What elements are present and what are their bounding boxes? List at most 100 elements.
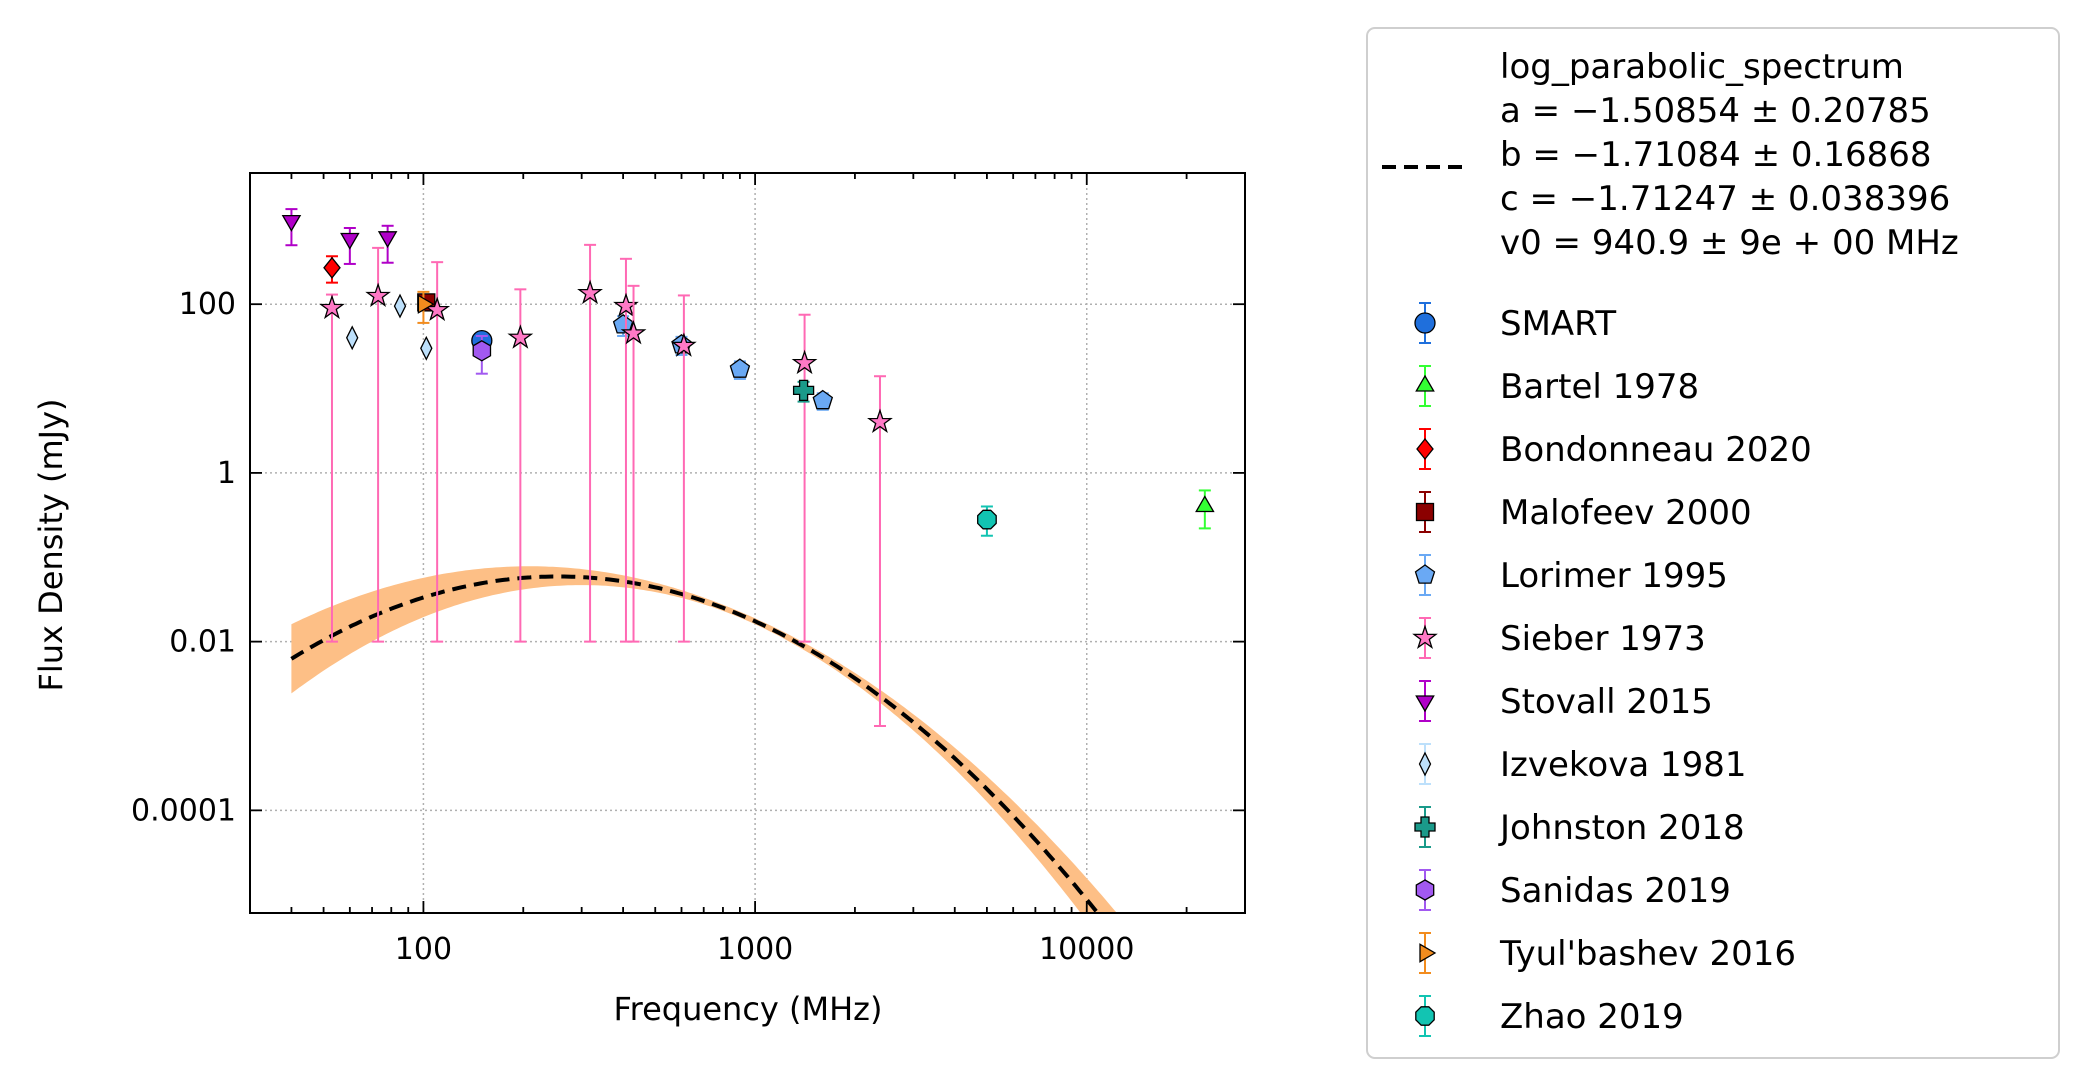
series-izvekova-1981 <box>345 293 433 361</box>
series-johnston-2018 <box>792 379 815 403</box>
legend-marker <box>1414 312 1436 334</box>
fit-uncertainty-band <box>291 566 1117 913</box>
legend-label: Sanidas 2019 <box>1500 871 1731 911</box>
x-tick-label: 1000 <box>717 932 793 967</box>
y-axis-title: Flux Density (mJy) <box>32 398 70 691</box>
axes: 100 1000 10000 0.0001 0.01 1 100 <box>131 172 1246 967</box>
error-bar <box>514 288 527 643</box>
data-point <box>792 379 815 402</box>
error-bar <box>677 294 690 643</box>
plot-frame <box>249 172 1246 914</box>
x-tick-label: 10000 <box>1039 932 1134 967</box>
error-bar <box>798 313 811 643</box>
data-point <box>377 231 398 249</box>
error-bar <box>372 246 385 643</box>
data-point <box>281 214 302 232</box>
legend-entry: SMART <box>1414 302 1616 344</box>
data-point <box>393 293 407 319</box>
legend-entry: Bartel 1978 <box>1415 365 1699 407</box>
series-sanidas-2019 <box>472 334 492 375</box>
data-point <box>977 509 997 530</box>
x-axis-title: Frequency (MHz) <box>614 990 883 1028</box>
legend-fit-text: b = −1.71084 ± 0.16868 <box>1500 135 1931 175</box>
legend-entry: Izvekova 1981 <box>1418 743 1746 785</box>
data-point <box>671 332 697 357</box>
legend-marker <box>1412 624 1438 649</box>
x-tick-label: 100 <box>395 932 452 967</box>
legend-fit-text: log_parabolic_spectrum <box>1500 47 1904 87</box>
error-bar <box>627 284 640 643</box>
data-point <box>345 325 359 351</box>
legend-entry: Stovall 2015 <box>1415 680 1713 722</box>
legend-marker <box>1415 1006 1435 1026</box>
legend-marker <box>1414 816 1436 838</box>
legend-marker <box>1419 943 1437 963</box>
legend-label: Izvekova 1981 <box>1500 745 1746 785</box>
y-tick-label: 1 <box>217 456 236 491</box>
data-point <box>812 389 834 410</box>
legend-marker <box>1415 502 1435 522</box>
data-point <box>791 349 818 375</box>
legend-label: Lorimer 1995 <box>1500 556 1728 596</box>
legend-fit-text: c = −1.71247 ± 0.038396 <box>1500 179 1950 219</box>
error-bar <box>584 243 597 643</box>
y-tick-label: 0.01 <box>169 625 236 660</box>
series-stovall-2015 <box>281 208 398 265</box>
data-point <box>323 256 341 279</box>
legend-label: Bartel 1978 <box>1500 367 1699 407</box>
data-point <box>507 324 534 349</box>
series-tyul-bashev-2016 <box>417 290 435 324</box>
legend-entry: Sieber 1973 <box>1412 617 1706 659</box>
legend-entry: Bondonneau 2020 <box>1416 428 1812 470</box>
data-point <box>729 358 751 378</box>
legend-marker <box>1418 751 1432 777</box>
series-bondonneau-2020 <box>323 255 341 284</box>
legend-label: Zhao 2019 <box>1500 997 1684 1037</box>
y-tick-label: 0.0001 <box>131 793 236 828</box>
legend-marker <box>1415 374 1435 392</box>
error-bar <box>873 375 886 727</box>
y-tick-label: 100 <box>179 287 236 322</box>
data-point <box>319 294 345 320</box>
legend-label: Stovall 2015 <box>1500 682 1713 722</box>
legend-entry: Zhao 2019 <box>1415 995 1684 1037</box>
legend-label: Malofeev 2000 <box>1500 493 1752 533</box>
data-point <box>1195 495 1215 513</box>
legend-marker <box>1415 695 1435 713</box>
plot-content <box>250 173 1245 913</box>
legend-label: Sieber 1973 <box>1500 619 1706 659</box>
legend-label: Tyul'bashev 2016 <box>1499 934 1796 974</box>
fit-line <box>290 574 1101 913</box>
legend-fit-text: v0 = 940.9 ± 9e + 00 MHz <box>1500 223 1959 263</box>
data-point <box>420 335 433 361</box>
legend-marker <box>1414 564 1436 584</box>
data-point <box>340 232 360 250</box>
data-point <box>417 294 435 314</box>
data-point <box>612 313 634 334</box>
legend-entry: Johnston 2018 <box>1414 806 1745 848</box>
legend-marker <box>1416 437 1434 461</box>
series-bartel-1978 <box>1195 489 1215 530</box>
legend-entry: Malofeev 2000 <box>1415 491 1752 533</box>
plot-area <box>250 173 1245 913</box>
series-sieber-1973 <box>319 243 893 727</box>
legend-label: SMART <box>1500 304 1616 344</box>
error-bar <box>325 293 338 643</box>
data-point <box>620 319 647 345</box>
data-point <box>472 340 492 362</box>
legend-entry: Sanidas 2019 <box>1415 869 1731 911</box>
series-zhao-2019 <box>977 505 997 537</box>
legend-fit-text: a = −1.50854 ± 0.20785 <box>1500 91 1931 131</box>
legend-entry: Lorimer 1995 <box>1414 554 1728 596</box>
legend-box <box>1366 27 2060 1059</box>
legend-label: Johnston 2018 <box>1498 808 1745 848</box>
data-point <box>577 279 603 305</box>
data-point <box>867 408 893 434</box>
legend-entry: Tyul'bashev 2016 <box>1419 932 1796 974</box>
error-bar <box>431 261 444 643</box>
legend-label: Bondonneau 2020 <box>1500 430 1812 470</box>
data-point <box>365 282 391 307</box>
legend-marker <box>1415 879 1435 901</box>
